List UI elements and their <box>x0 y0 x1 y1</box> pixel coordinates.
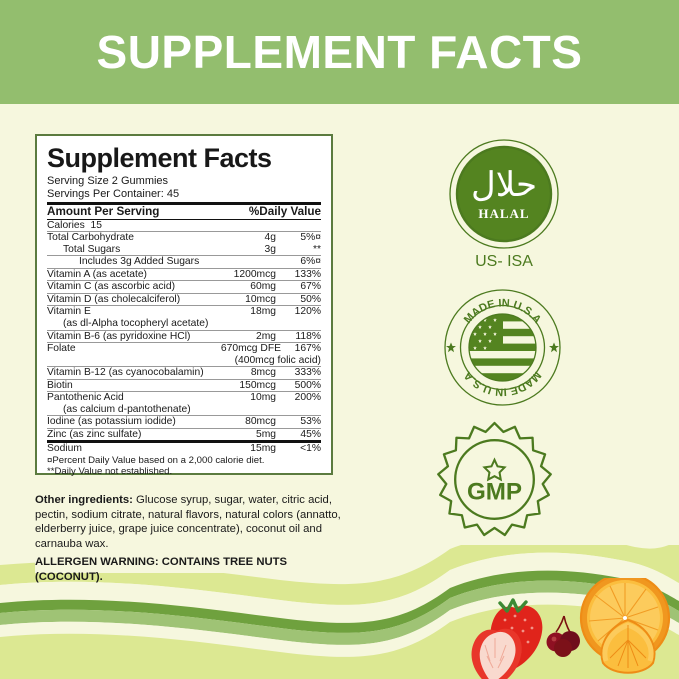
svg-text:GMP: GMP <box>467 479 522 506</box>
svg-text:HALAL: HALAL <box>478 206 529 221</box>
svg-text:حلال: حلال <box>471 167 537 204</box>
